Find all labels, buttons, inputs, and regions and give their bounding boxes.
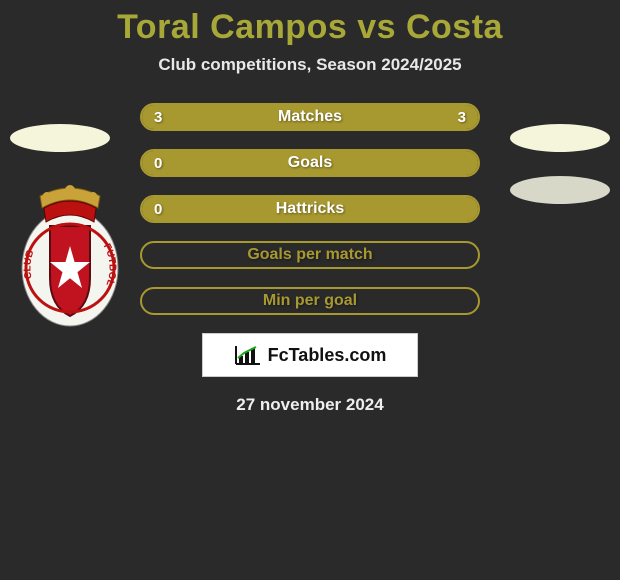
stat-row: 0 Hattricks bbox=[140, 195, 480, 223]
stat-label: Goals per match bbox=[142, 246, 478, 264]
infographic-container: Toral Campos vs Costa Club competitions,… bbox=[0, 0, 620, 415]
page-title: Toral Campos vs Costa bbox=[0, 8, 620, 47]
stat-label: Hattricks bbox=[142, 200, 478, 218]
stat-label: Goals bbox=[142, 154, 478, 172]
stat-row: Goals per match bbox=[140, 241, 480, 269]
barchart-icon bbox=[234, 344, 262, 366]
date-text: 27 november 2024 bbox=[0, 395, 620, 415]
stat-row: Min per goal bbox=[140, 287, 480, 315]
brand-text: FcTables.com bbox=[268, 345, 387, 366]
page-subtitle: Club competitions, Season 2024/2025 bbox=[0, 55, 620, 75]
stat-row: 3 Matches 3 bbox=[140, 103, 480, 131]
stats-area: 3 Matches 3 0 Goals 0 Hattricks Goals pe… bbox=[0, 103, 620, 315]
stat-label: Min per goal bbox=[142, 292, 478, 310]
stat-row: 0 Goals bbox=[140, 149, 480, 177]
stat-label: Matches bbox=[142, 108, 478, 126]
stat-right-value: 3 bbox=[458, 109, 466, 126]
brand-box: FcTables.com bbox=[202, 333, 418, 377]
